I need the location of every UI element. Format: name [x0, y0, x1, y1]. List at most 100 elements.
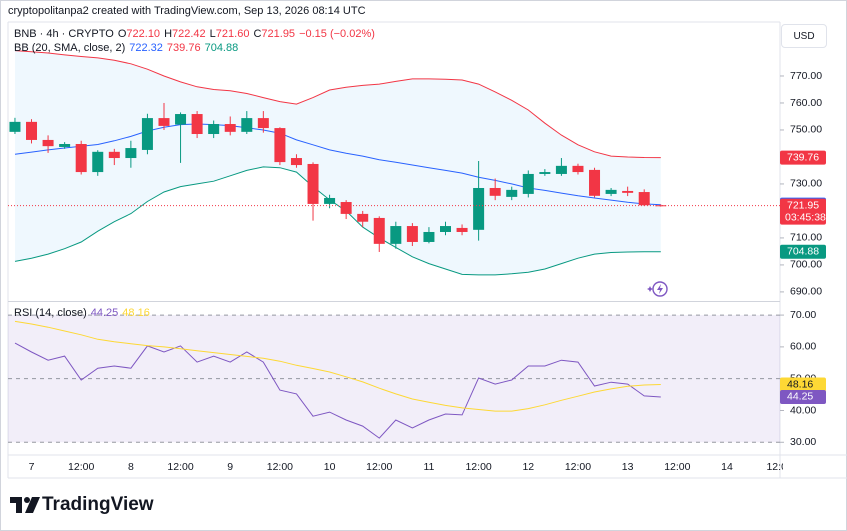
- x-tick-label: 12:00: [366, 461, 392, 473]
- rsi-line: [14, 320, 661, 412]
- price-marker-label: 48.16: [787, 378, 813, 390]
- candle-body: [406, 226, 418, 242]
- candle-body: [622, 190, 634, 193]
- candle-body: [340, 202, 352, 214]
- x-tick-label: 13: [622, 461, 634, 473]
- indicator-name: RSI (14, close): [14, 307, 87, 319]
- ohlc-value: 721.60: [215, 28, 250, 40]
- candle-body: [26, 121, 38, 140]
- candle-body: [224, 124, 236, 132]
- ohlc-key: C: [253, 28, 262, 40]
- ohlc-value: 722.42: [172, 28, 206, 40]
- logo-icon: [10, 497, 40, 513]
- candle-body: [555, 165, 567, 174]
- candle-body: [9, 121, 21, 132]
- x-tick-label: 14: [721, 461, 733, 473]
- candle-body: [158, 118, 170, 126]
- candle-body: [324, 197, 336, 204]
- ohlc-key: H: [164, 28, 173, 40]
- x-tick-label: 12:00: [664, 461, 690, 473]
- rsi-line: [14, 342, 661, 439]
- candle-body: [191, 114, 203, 135]
- candle-body: [274, 128, 286, 163]
- x-tick-label: 9: [227, 461, 233, 473]
- indicator-value: 44.25: [90, 307, 119, 319]
- y-tick-label: 30.00: [790, 436, 816, 448]
- x-tick-label: 12:0: [766, 461, 787, 473]
- candle-body: [390, 226, 402, 244]
- candle-body: [589, 169, 601, 196]
- price-marker-label: 739.76: [787, 151, 819, 163]
- y-tick-label: 60.00: [790, 341, 816, 353]
- candle-body: [92, 151, 104, 173]
- candle-body: [506, 189, 518, 197]
- candle-body: [290, 158, 302, 166]
- bb-band: [15, 50, 661, 275]
- bb-line: [14, 50, 661, 159]
- y-tick-label: 70.00: [790, 309, 816, 321]
- candle-body: [423, 231, 435, 242]
- candle-body: [439, 226, 451, 232]
- brand-name: TradingView: [42, 494, 154, 515]
- header: cryptopolitanpa2 created with TradingVie…: [8, 5, 366, 17]
- price-marker-label: 721.95: [787, 199, 819, 211]
- candle-body: [125, 148, 137, 159]
- price-marker: [780, 150, 826, 165]
- x-tick-label: 12:00: [68, 461, 94, 473]
- price-marker: [780, 389, 826, 404]
- candle-body: [522, 173, 534, 194]
- x-tick-label: 12:00: [465, 461, 491, 473]
- x-tick-label: 12:00: [565, 461, 591, 473]
- currency-button[interactable]: USD: [781, 24, 827, 48]
- indicator-name: BB (20, SMA, close, 2): [14, 42, 126, 54]
- time-axis: 7 12:00 8 12:00 9 12:00 10 12:00 11 12:00 12 12:00 1…: [29, 461, 787, 473]
- ohlc-value: 721.95: [261, 28, 296, 40]
- y-tick-label: 700.00: [790, 259, 822, 271]
- x-tick-label: 11: [423, 461, 434, 473]
- candle-body: [638, 192, 650, 206]
- ohlc-value: 722.10: [126, 28, 161, 40]
- candle-body: [241, 118, 253, 132]
- x-tick-label: 12:00: [267, 461, 293, 473]
- replay-icon[interactable]: [647, 281, 668, 297]
- y-tick-label: 750.00: [790, 124, 822, 136]
- price-marker-label: 704.88: [787, 246, 819, 258]
- bb-legend: BB (20, SMA, close, 2) 722.32 739.76 704.88: [14, 42, 242, 54]
- y-tick-label: 760.00: [790, 97, 822, 109]
- axes: 690.00700.00710.00720.00730.00740.00750.…: [780, 70, 826, 448]
- symbol: BNB · 4h · CRYPTO: [14, 28, 114, 40]
- candle-body: [605, 189, 617, 194]
- candle-body: [655, 205, 667, 207]
- y-tick-label: 770.00: [790, 70, 822, 82]
- candle-body: [175, 114, 187, 125]
- y-tick-label: 690.00: [790, 286, 822, 298]
- candle-body: [307, 163, 319, 204]
- y-tick-label: 730.00: [790, 178, 822, 190]
- price-legend: BNB · 4h · CRYPTO O722.10 H722.42 L721.60 C7…: [14, 28, 379, 40]
- candle-body: [59, 143, 71, 147]
- indicator-value: 722.32: [129, 42, 163, 54]
- candle-body: [141, 118, 153, 150]
- candle-body: [357, 213, 369, 222]
- candle-body: [75, 143, 87, 173]
- price-marker: [780, 244, 826, 259]
- brand-logo[interactable]: TradingView: [10, 494, 154, 516]
- x-tick-label: 8: [128, 461, 134, 473]
- x-tick-label: 12:00: [167, 461, 193, 473]
- indicator-value: 48.16: [122, 307, 150, 319]
- candle-body: [257, 118, 269, 129]
- rsi-legend: RSI (14, close) 44.25 48.16: [14, 307, 154, 319]
- ohlc-key: L: [209, 28, 216, 40]
- candle-body: [42, 139, 54, 147]
- x-tick-label: 7: [29, 461, 35, 473]
- candle-body: [456, 227, 468, 232]
- countdown: 03:45:38: [785, 211, 826, 223]
- y-tick-label: 40.00: [790, 404, 816, 416]
- ohlc-key: O: [117, 28, 127, 40]
- x-tick-label: 12: [522, 461, 534, 473]
- candle-body: [539, 172, 551, 174]
- bb-line: [14, 166, 661, 276]
- price-marker-label: 44.25: [787, 391, 813, 403]
